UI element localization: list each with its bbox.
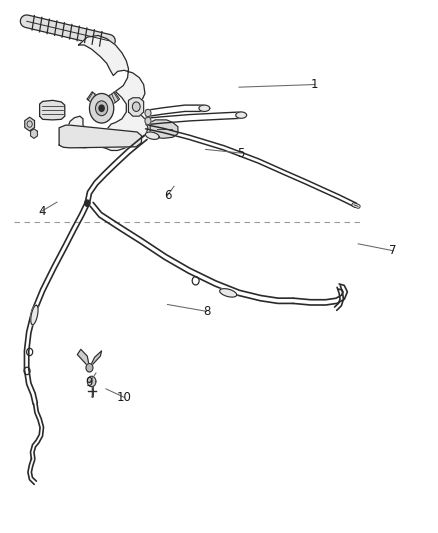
Text: 6: 6: [163, 189, 171, 202]
Polygon shape: [39, 100, 65, 120]
Polygon shape: [31, 129, 37, 139]
Polygon shape: [89, 351, 101, 368]
Polygon shape: [128, 98, 143, 116]
Polygon shape: [235, 112, 246, 118]
Text: 8: 8: [202, 305, 210, 318]
Polygon shape: [150, 120, 177, 139]
Circle shape: [95, 101, 107, 116]
Circle shape: [145, 117, 151, 125]
Circle shape: [86, 364, 93, 372]
Polygon shape: [87, 376, 96, 386]
Polygon shape: [59, 125, 141, 148]
Text: 5: 5: [237, 147, 244, 159]
Polygon shape: [198, 105, 209, 111]
Circle shape: [145, 109, 151, 117]
Circle shape: [132, 102, 140, 111]
Text: 7: 7: [388, 244, 396, 257]
Polygon shape: [219, 289, 236, 297]
Text: 9: 9: [85, 376, 93, 389]
Circle shape: [99, 105, 104, 111]
Circle shape: [85, 200, 90, 206]
Polygon shape: [31, 305, 38, 325]
Text: 4: 4: [38, 205, 46, 217]
Polygon shape: [67, 36, 148, 150]
Polygon shape: [77, 349, 89, 368]
Text: 10: 10: [117, 391, 131, 404]
Polygon shape: [87, 92, 119, 106]
Circle shape: [89, 93, 113, 123]
Polygon shape: [25, 117, 35, 131]
Text: 1: 1: [311, 78, 318, 91]
Polygon shape: [145, 132, 159, 139]
